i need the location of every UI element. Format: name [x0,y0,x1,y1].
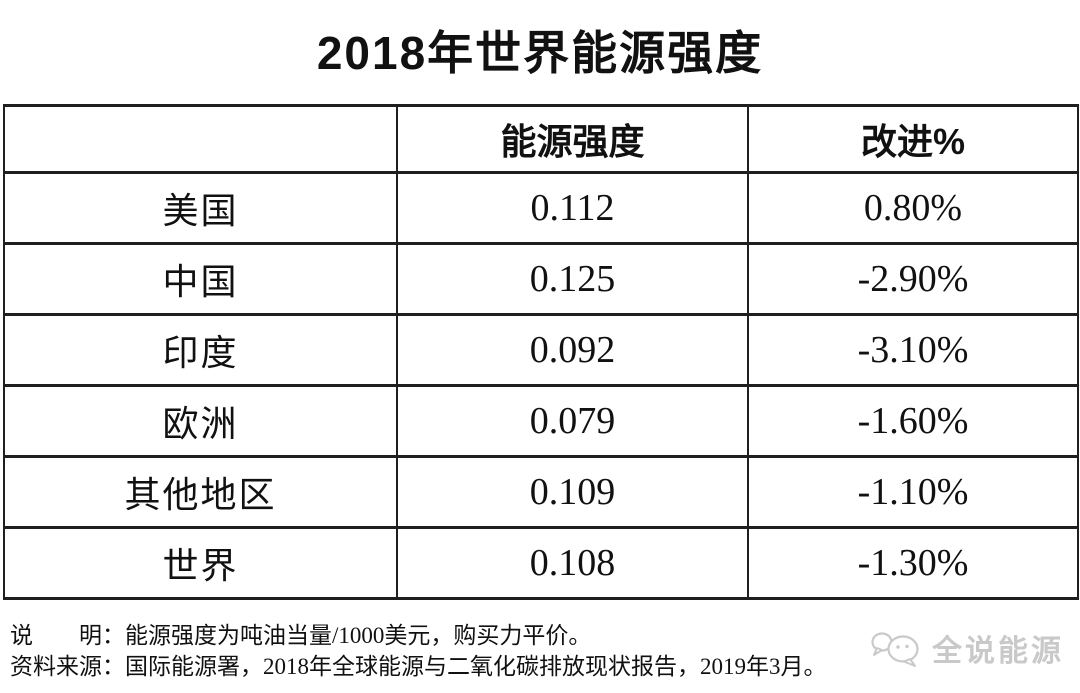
region-label: 世界 [3,526,398,600]
improvement-value: -2.90% [747,242,1079,316]
region-label: 美国 [3,171,398,245]
chat-bubbles-icon [870,627,924,669]
table-row-other-regions: 其他地区 0.109 -1.10% [3,455,1079,529]
table-row-europe: 欧洲 0.079 -1.60% [3,384,1079,458]
intensity-value: 0.079 [396,384,749,458]
brand-watermark: 全说能源 [870,626,1064,670]
region-label: 印度 [3,313,398,387]
table-row-world: 世界 0.108 -1.30% [3,526,1079,600]
page-title: 2018年世界能源强度 [316,27,764,79]
improvement-value: -1.10% [747,455,1079,529]
improvement-value: -1.30% [747,526,1079,600]
table-row-china: 中国 0.125 -2.90% [3,242,1079,316]
improvement-value: 0.80% [747,171,1079,245]
intensity-value: 0.108 [396,526,749,600]
intensity-value: 0.109 [396,455,749,529]
table-row-usa: 美国 0.112 0.80% [3,171,1079,245]
header-region-blank [3,104,398,174]
table-row-india: 印度 0.092 -3.10% [3,313,1079,387]
header-improvement-pct: 改进% [747,104,1079,174]
improvement-value: -1.60% [747,384,1079,458]
region-label: 欧洲 [3,384,398,458]
intensity-value: 0.092 [396,313,749,387]
source-line: 资料来源：国际能源署，2018年全球能源与二氧化碳排放现状报告，2019年3月。 [10,654,827,679]
table-header-row: 能源强度 改进% [3,104,1079,174]
footnotes: 说 明：能源强度为吨油当量/1000美元，购买力平价。 资料来源：国际能源署，2… [10,620,827,682]
note-line: 说 明：能源强度为吨油当量/1000美元，购买力平价。 [10,623,592,648]
brand-name: 全说能源 [932,635,1064,668]
header-energy-intensity: 能源强度 [396,104,749,174]
region-label: 其他地区 [3,455,398,529]
region-label: 中国 [3,242,398,316]
improvement-value: -3.10% [747,313,1079,387]
energy-intensity-table: 能源强度 改进% 美国 0.112 0.80% 中国 0.125 -2.90% … [3,104,1079,600]
intensity-value: 0.112 [396,171,749,245]
intensity-value: 0.125 [396,242,749,316]
